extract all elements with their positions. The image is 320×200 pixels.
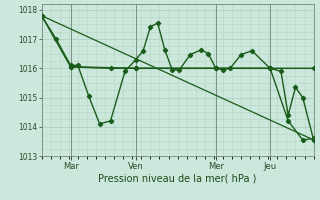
X-axis label: Pression niveau de la mer( hPa ): Pression niveau de la mer( hPa ) bbox=[99, 173, 257, 183]
